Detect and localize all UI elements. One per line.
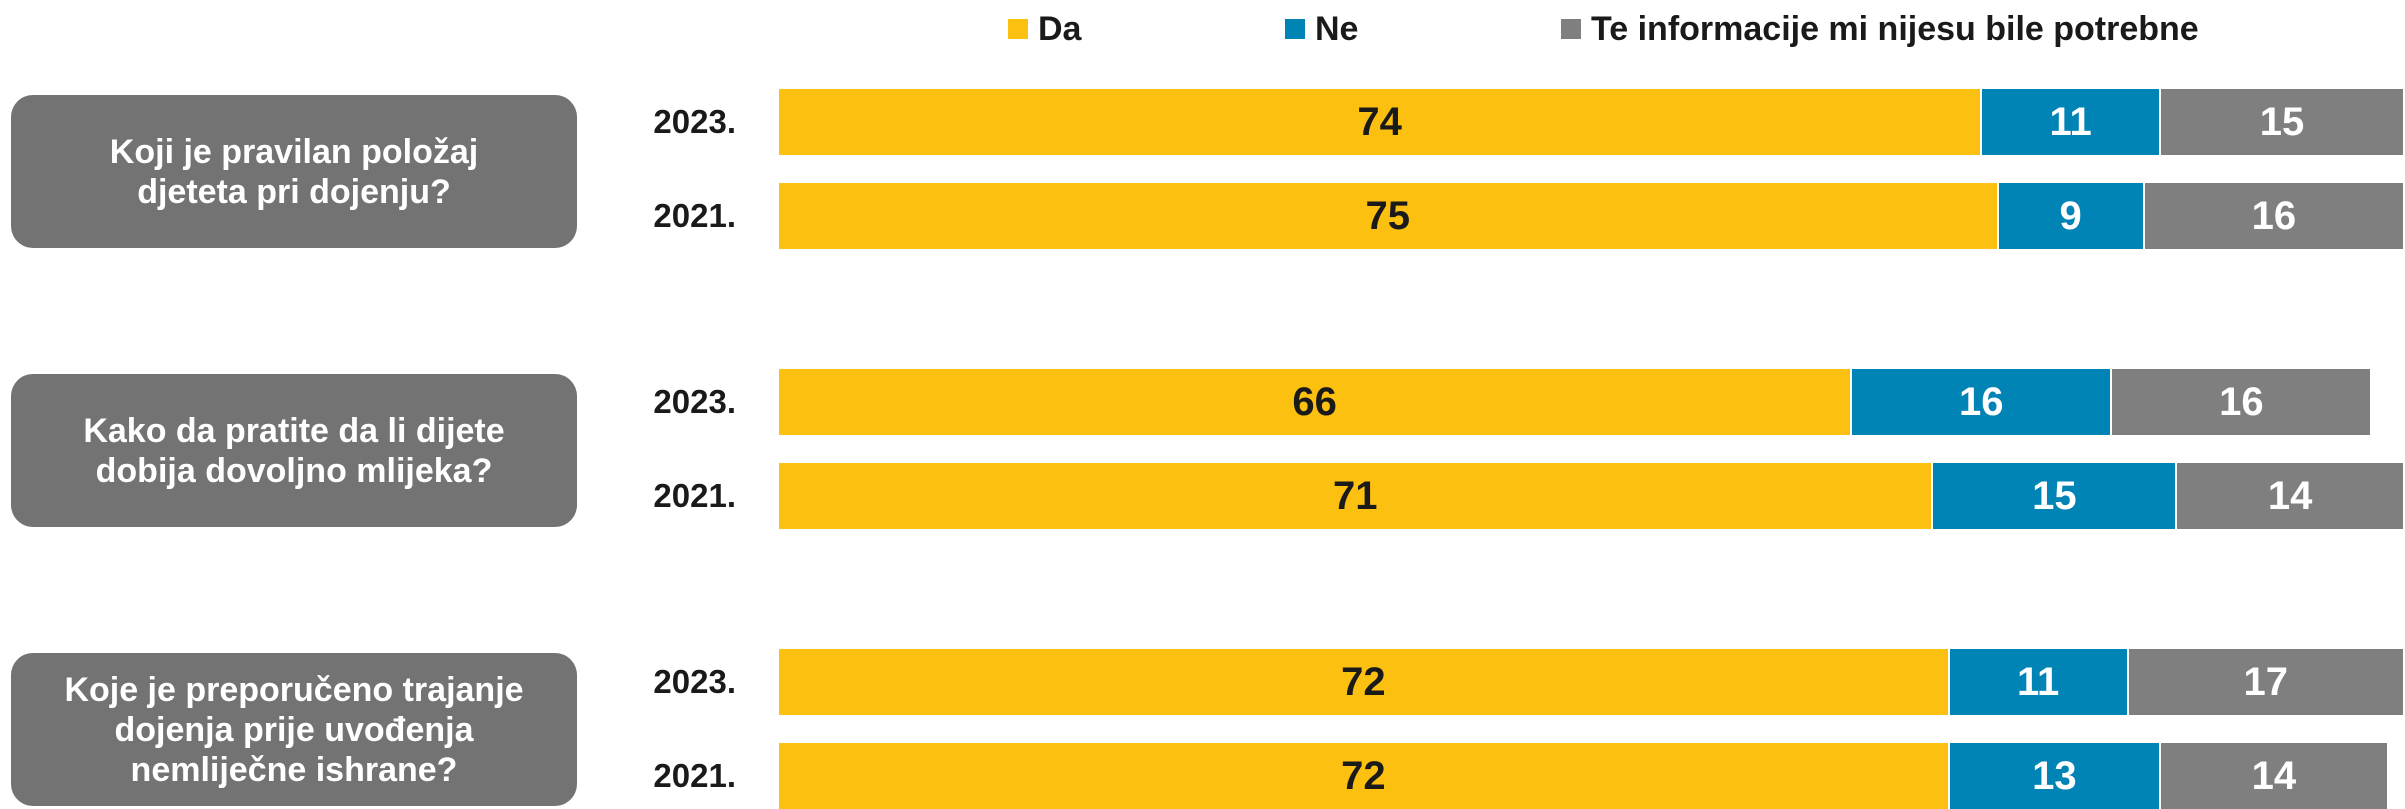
y-tick-label: 2021.: [653, 477, 736, 514]
y-tick-label: 2021.: [653, 197, 736, 234]
group-label: Koji je pravilan položaj djeteta pri doj…: [11, 95, 577, 248]
bar-segment: 74: [779, 89, 1983, 155]
value-label: 74: [1357, 99, 1402, 144]
value-label: 75: [1365, 193, 1411, 238]
bar-segment: 14: [2161, 743, 2389, 809]
bar-segment: 71: [779, 463, 1934, 529]
value-label: 72: [1341, 753, 1386, 798]
value-label: 14: [2251, 753, 2297, 798]
legend-swatch: [1285, 19, 1305, 39]
value-label: 11: [2049, 99, 2092, 144]
value-label: 15: [2259, 99, 2305, 144]
bar-segment: 16: [2144, 183, 2405, 249]
legend-label: Da: [1038, 9, 1082, 48]
legend-swatch: [1561, 19, 1581, 39]
group-label: Kako da pratite da li dijete dobija dovo…: [11, 374, 577, 527]
value-label: 72: [1341, 659, 1386, 704]
value-label: 16: [2251, 193, 2297, 238]
bar-segment: 16: [1852, 369, 2113, 435]
bar-segment: 75: [779, 183, 1999, 249]
bar-segment: 17: [2128, 649, 2405, 715]
value-label: 15: [2032, 473, 2077, 518]
bar-segment: 9: [1998, 183, 2145, 249]
legend-swatch: [1008, 19, 1028, 39]
value-label: 11: [2017, 659, 2060, 704]
bar-segment: 14: [2177, 463, 2405, 529]
value-label: 16: [1958, 379, 2004, 424]
y-tick-label: 2021.: [653, 757, 736, 794]
value-label: 13: [2032, 753, 2077, 798]
y-tick-label: 2023.: [653, 663, 736, 700]
value-label: 9: [2059, 193, 2082, 238]
legend-item: Ne: [1285, 9, 1358, 49]
value-label: 66: [1292, 379, 1337, 424]
bar-segment: 11: [1949, 649, 2129, 715]
bar-segment: 66: [779, 369, 1853, 435]
y-tick-label: 2023.: [653, 103, 736, 140]
value-label: 17: [2243, 659, 2289, 704]
bar-segment: 72: [779, 649, 1950, 715]
value-label: 16: [2219, 379, 2264, 424]
y-tick-label: 2023.: [653, 383, 736, 420]
group-label: Koje je preporučeno trajanje dojenja pri…: [11, 653, 577, 806]
legend-label: Te informacije mi nijesu bile potrebne: [1591, 9, 2199, 48]
legend-label: Ne: [1315, 9, 1359, 48]
value-label: 71: [1332, 473, 1378, 518]
bar-segment: 72: [779, 743, 1950, 809]
bar-segment: 16: [2112, 369, 2373, 435]
legend-item: Da: [1008, 9, 1081, 49]
bar-segment: 13: [1949, 743, 2162, 809]
legend-item: Te informacije mi nijesu bile potrebne: [1561, 9, 2199, 49]
bar-segment: 15: [2161, 89, 2405, 155]
bar-segment: 11: [1982, 89, 2162, 155]
value-label: 14: [2267, 473, 2313, 518]
bar-segment: 15: [1933, 463, 2178, 529]
